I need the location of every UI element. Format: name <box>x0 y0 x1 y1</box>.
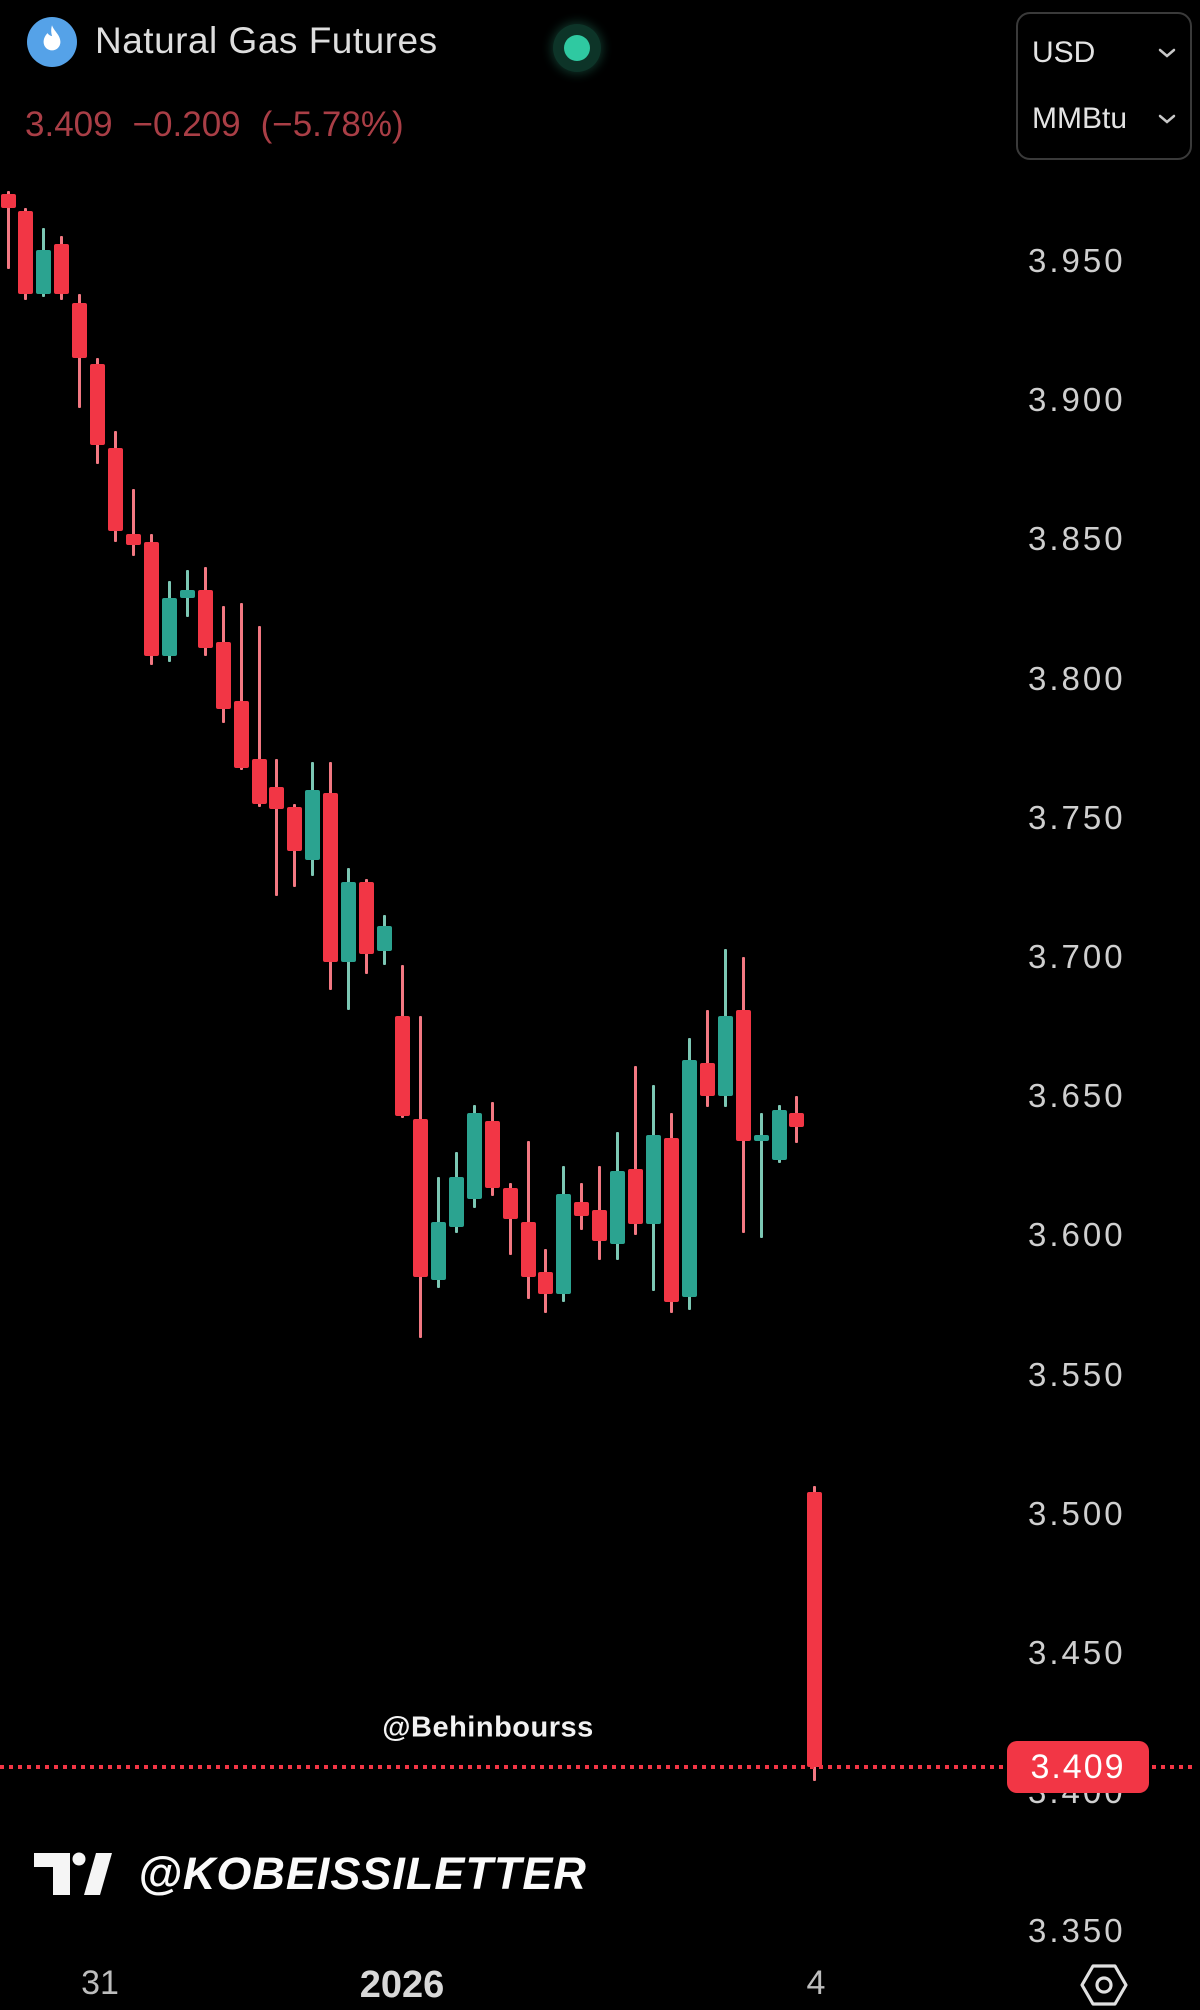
tradingview-logo-icon <box>34 1852 112 1895</box>
candle <box>610 1171 626 1244</box>
candle <box>412 1118 428 1278</box>
candle <box>233 700 249 768</box>
watermark-handle: @Behinbourss <box>382 1711 594 1744</box>
candle <box>215 642 231 710</box>
y-axis-tick: 3.450 <box>1028 1634 1126 1671</box>
candle <box>18 210 34 295</box>
candle <box>592 1210 608 1241</box>
candle <box>143 542 159 657</box>
branding-row: @KOBEISSILETTER <box>32 1848 587 1900</box>
candle <box>305 790 321 860</box>
last-price-line <box>0 1765 1192 1769</box>
candle <box>574 1202 590 1216</box>
price-row: 3.409 −0.209 (−5.78%) <box>25 105 404 145</box>
candle <box>466 1112 482 1200</box>
candle-wick <box>759 1112 763 1239</box>
candle <box>0 194 16 209</box>
candle <box>161 597 177 657</box>
candle <box>717 1015 733 1097</box>
last-price: 3.409 <box>25 105 113 144</box>
candle <box>520 1221 536 1278</box>
candle <box>448 1176 464 1227</box>
candle <box>197 589 213 648</box>
price-change: −0.209 <box>132 105 241 144</box>
x-axis-label: 2026 <box>359 1964 445 2006</box>
y-axis-tick: 3.500 <box>1028 1495 1126 1532</box>
candle <box>628 1168 643 1225</box>
candle <box>341 881 357 963</box>
candle-wick <box>634 1065 637 1236</box>
y-axis-tick: 3.750 <box>1028 799 1126 836</box>
candle <box>179 589 195 598</box>
candle-wick <box>508 1182 512 1255</box>
candle <box>663 1138 679 1303</box>
candle <box>90 364 106 445</box>
currency-value: USD <box>1032 36 1096 69</box>
candle <box>54 244 70 295</box>
candle <box>502 1188 518 1219</box>
y-axis-tick: 3.650 <box>1028 1077 1126 1114</box>
y-axis-tick: 3.800 <box>1028 660 1126 697</box>
flame-glyph <box>43 25 61 51</box>
y-axis-tick: 3.550 <box>1028 1356 1126 1393</box>
currency-dropdown[interactable]: USD <box>1032 36 1176 70</box>
candle <box>538 1271 554 1294</box>
candle-wick <box>257 625 261 807</box>
unit-selector-box: USD MMBtu <box>1016 12 1192 160</box>
candle <box>269 787 285 810</box>
candle <box>753 1135 769 1141</box>
y-axis-tick: 3.900 <box>1028 381 1126 418</box>
candle-wick <box>132 489 135 557</box>
candle <box>323 792 339 963</box>
candle <box>287 806 303 852</box>
candle <box>556 1193 572 1294</box>
candle <box>108 447 124 531</box>
candle <box>681 1060 697 1297</box>
candle <box>36 249 52 295</box>
candle-wick <box>275 759 279 896</box>
candle-wick <box>239 603 243 771</box>
chevron-down-icon <box>1158 48 1176 58</box>
candle <box>359 881 375 955</box>
candle <box>251 759 267 804</box>
chevron-down-icon <box>1158 114 1176 124</box>
candle <box>699 1062 715 1097</box>
symbol-title: Natural Gas Futures <box>95 20 438 61</box>
candle <box>807 1491 823 1768</box>
candle <box>735 1009 751 1141</box>
candle <box>646 1135 661 1225</box>
price-change-percent: (−5.78%) <box>260 105 404 144</box>
candle <box>377 926 392 952</box>
x-axis-label: 4 <box>806 1964 826 2002</box>
candle <box>395 1015 410 1116</box>
y-axis-tick: 3.700 <box>1028 938 1126 975</box>
candle <box>430 1221 446 1280</box>
candle <box>771 1110 787 1161</box>
y-axis-tick: 3.950 <box>1028 242 1126 279</box>
symbol-flame-icon <box>27 17 77 67</box>
unit-dropdown[interactable]: MMBtu <box>1032 102 1176 136</box>
market-status-icon <box>553 24 601 72</box>
candle <box>72 302 88 359</box>
y-axis-tick: 3.850 <box>1028 520 1126 557</box>
unit-value: MMBtu <box>1032 102 1128 135</box>
candle <box>789 1112 805 1127</box>
last-price-badge: 3.409 <box>1007 1741 1149 1793</box>
y-axis-tick: 3.350 <box>1028 1912 1126 1949</box>
y-axis-tick: 3.600 <box>1028 1216 1126 1253</box>
candle-wick <box>526 1140 530 1300</box>
candle-wick <box>6 191 10 270</box>
scale-settings-gear-icon[interactable] <box>1079 1962 1129 2008</box>
branding-handle: @KOBEISSILETTER <box>138 1848 587 1899</box>
candle <box>126 533 141 545</box>
x-axis-label: 31 <box>81 1964 119 2002</box>
candle <box>484 1121 500 1189</box>
candle-wick <box>705 1009 709 1108</box>
market-status-inner-dot <box>564 35 590 61</box>
